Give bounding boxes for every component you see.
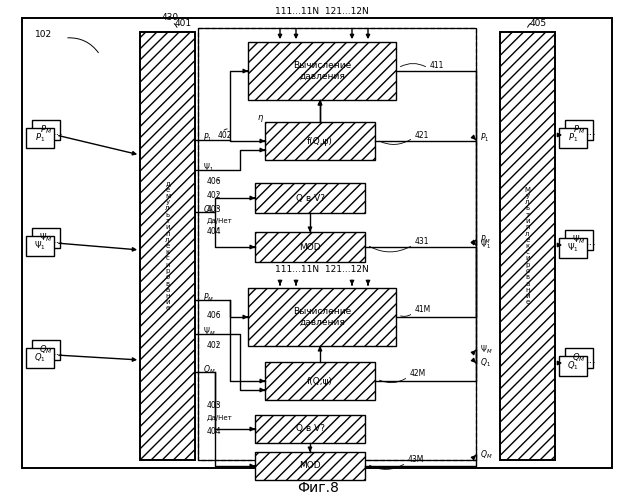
Text: 402: 402	[207, 342, 221, 350]
Text: 402: 402	[207, 192, 221, 200]
Text: $P_M$: $P_M$	[480, 234, 491, 246]
Text: ···: ···	[586, 130, 597, 140]
Bar	[198, 28, 476, 460]
Text: 431: 431	[415, 238, 429, 246]
Bar	[255, 415, 365, 443]
Text: Вычисление
давления: Вычисление давления	[293, 62, 351, 80]
Text: 406: 406	[207, 312, 221, 320]
Text: 421: 421	[415, 130, 429, 140]
Text: f(Q,ψ): f(Q,ψ)	[307, 136, 333, 145]
Bar	[565, 230, 593, 250]
Text: $P_M$: $P_M$	[40, 124, 52, 136]
Bar	[559, 356, 587, 376]
Text: $Q_M$: $Q_M$	[39, 344, 53, 356]
Text: $\Psi_M$: $\Psi_M$	[480, 344, 493, 356]
Text: $Q_M$: $Q_M$	[480, 449, 492, 461]
Text: 41M: 41M	[415, 306, 431, 314]
Bar	[248, 288, 396, 346]
Bar	[265, 122, 375, 160]
Text: MOD: MOD	[299, 462, 321, 470]
Bar	[500, 32, 555, 460]
Text: Да/Нет: Да/Нет	[207, 218, 233, 224]
Bar	[559, 238, 587, 258]
Text: Q в V?: Q в V?	[296, 424, 324, 434]
Text: f(Q,ψ): f(Q,ψ)	[307, 376, 333, 386]
Text: $Q_M$: $Q_M$	[572, 352, 586, 364]
Text: $Q_1$: $Q_1$	[567, 360, 579, 372]
Bar	[140, 32, 195, 460]
Text: $\Psi_M$: $\Psi_M$	[572, 234, 586, 246]
Text: ···: ···	[586, 358, 597, 368]
Text: MOD: MOD	[299, 242, 321, 252]
Text: Вычисление
давления: Вычисление давления	[293, 308, 351, 326]
Text: 43M: 43M	[408, 456, 424, 464]
Text: $Q_M$: $Q_M$	[203, 364, 216, 376]
Bar	[32, 228, 60, 248]
Text: $P_1$: $P_1$	[568, 132, 578, 144]
Bar	[255, 452, 365, 480]
Text: ···: ···	[586, 240, 597, 250]
Text: 402: 402	[218, 132, 233, 140]
Text: 405: 405	[530, 20, 547, 28]
Text: 111...11N  121...12N: 111...11N 121...12N	[275, 8, 369, 16]
Text: ···: ···	[53, 130, 64, 140]
Text: М
у
л
ь
т
и
п
л
е
к
с
и
р
о
в
а
н
и
е: М у л ь т и п л е к с и р о в а н и е	[525, 186, 530, 305]
Text: $\Psi_M$: $\Psi_M$	[203, 326, 216, 338]
Bar	[26, 348, 54, 368]
Bar	[255, 232, 365, 262]
Text: $P_M$: $P_M$	[203, 292, 214, 304]
Text: 42M: 42M	[410, 370, 426, 378]
Bar	[26, 128, 54, 148]
Bar	[32, 340, 60, 360]
Text: 401: 401	[175, 20, 192, 28]
Text: д
е
м
у
л
ь
т
и
п
л
е
к
с
и
р
о
в
а
н
и
е: д е м у л ь т и п л е к с и р о в а н и …	[165, 180, 170, 312]
Text: $\Psi_1$: $\Psi_1$	[203, 162, 214, 174]
Text: 403: 403	[207, 402, 221, 410]
Bar	[198, 28, 476, 460]
Text: $\Psi_1$: $\Psi_1$	[567, 242, 579, 254]
Text: Да/Нет: Да/Нет	[207, 415, 233, 421]
Text: Фиг.8: Фиг.8	[297, 481, 339, 495]
Bar	[565, 120, 593, 140]
Text: $\Psi_M$: $\Psi_M$	[39, 232, 53, 244]
Text: $\Psi_1$: $\Psi_1$	[480, 239, 491, 251]
Bar	[248, 42, 396, 100]
Text: ···: ···	[53, 350, 64, 360]
Text: Q в V?: Q в V?	[296, 194, 324, 202]
Bar	[32, 120, 60, 140]
Text: 403: 403	[207, 206, 221, 214]
Text: 102: 102	[35, 30, 52, 39]
Text: $Q_1$: $Q_1$	[34, 352, 46, 364]
Bar	[565, 348, 593, 368]
Text: η: η	[258, 114, 263, 122]
Text: $P_1$: $P_1$	[480, 132, 490, 144]
Text: 111...11N  121...12N: 111...11N 121...12N	[275, 266, 369, 274]
Bar	[255, 183, 365, 213]
Text: $P_1$: $P_1$	[35, 132, 45, 144]
Text: $Q_1$: $Q_1$	[203, 204, 214, 216]
Bar	[559, 128, 587, 148]
Bar	[26, 236, 54, 256]
Bar	[265, 362, 375, 400]
Text: 430: 430	[162, 14, 179, 22]
Text: 404: 404	[207, 428, 221, 436]
Text: $P_M$: $P_M$	[573, 124, 585, 136]
Text: $\Psi_1$: $\Psi_1$	[34, 240, 46, 252]
Text: ···: ···	[53, 238, 64, 248]
Text: 406: 406	[207, 178, 221, 186]
Text: 404: 404	[207, 226, 221, 235]
Text: 411: 411	[430, 60, 445, 70]
Text: $P_1$: $P_1$	[203, 132, 212, 144]
Text: $Q_1$: $Q_1$	[480, 357, 491, 369]
